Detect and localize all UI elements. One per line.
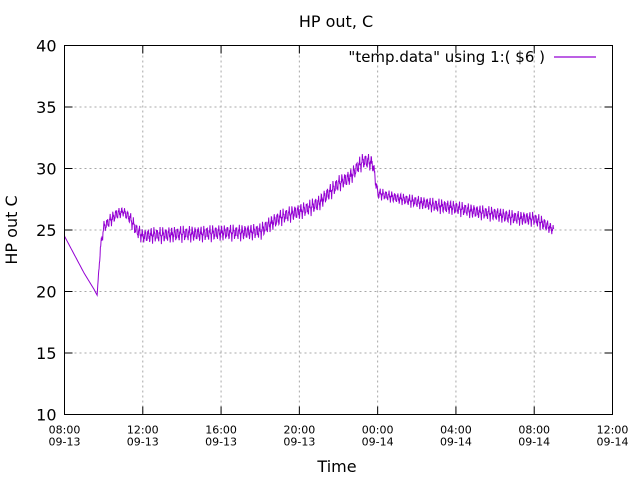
y-tick-label: 30 <box>36 160 56 179</box>
legend-label: "temp.data" using 1:( $6 ) <box>348 48 545 66</box>
x-tick-label: 12:00 <box>597 424 629 437</box>
legend: "temp.data" using 1:( $6 ) <box>348 48 596 66</box>
x-tick-date: 09-13 <box>205 436 237 449</box>
x-tick-label: 00:00 <box>362 424 394 437</box>
y-tick-label: 20 <box>36 283 56 302</box>
chart-title: HP out, C <box>299 12 373 31</box>
y-tick-label: 35 <box>36 98 56 117</box>
x-tick-label: 12:00 <box>127 424 159 437</box>
x-tick-date: 09-14 <box>518 436 550 449</box>
y-axis-ticks: 10 15 20 25 30 35 40 <box>36 37 613 425</box>
x-tick-label: 16:00 <box>205 424 237 437</box>
x-tick-date: 09-14 <box>362 436 394 449</box>
x-tick-label: 08:00 <box>518 424 550 437</box>
x-tick-label: 20:00 <box>284 424 316 437</box>
x-tick-date: 09-14 <box>440 436 472 449</box>
x-tick-label: 08:00 <box>49 424 81 437</box>
x-tick-date: 09-13 <box>283 436 315 449</box>
y-tick-label: 15 <box>36 344 56 363</box>
x-tick-date: 09-13 <box>127 436 159 449</box>
x-tick-date: 09-13 <box>49 436 81 449</box>
plot-frame <box>64 45 613 415</box>
y-tick-label: 25 <box>36 221 56 240</box>
y-tick-label: 40 <box>36 37 56 56</box>
x-tick-label: 04:00 <box>440 424 472 437</box>
x-axis-label: Time <box>316 457 356 476</box>
x-tick-date: 09-14 <box>597 436 629 449</box>
grid <box>64 45 613 415</box>
series-line <box>64 153 555 297</box>
y-axis-label: HP out C <box>2 195 21 264</box>
y-tick-label: 10 <box>36 406 56 425</box>
x-axis-ticks: 08:0009-1312:0009-1316:0009-1320:0009-13… <box>49 45 629 449</box>
